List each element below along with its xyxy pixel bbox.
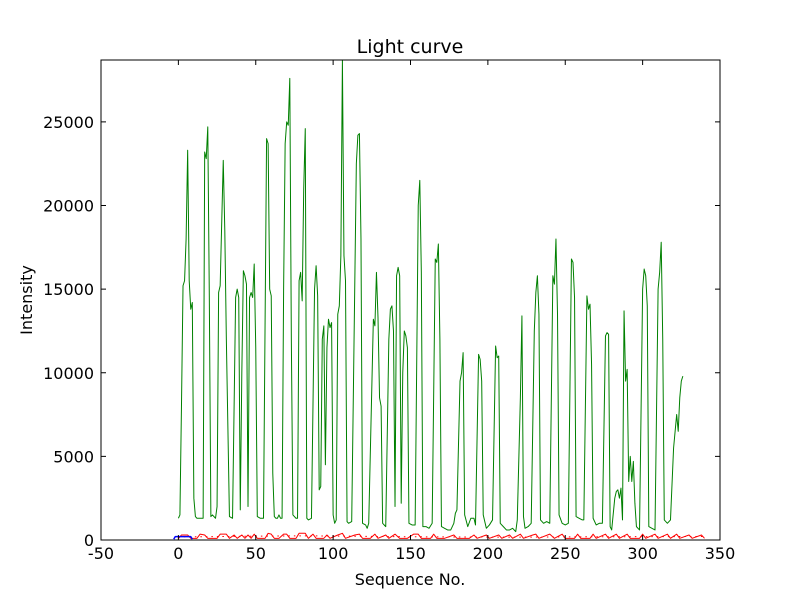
x-tick-label: 250 [550,544,581,563]
x-tick-label: 150 [395,544,426,563]
x-axis-ticks: -50 0 50 100 150 200 250 300 350 [88,60,735,563]
chart-title: Light curve [357,36,464,58]
series-line-2 [178,535,705,538]
x-tick-label: -50 [88,544,114,563]
x-tick-label: 300 [627,544,658,563]
x-axis-label: Sequence No. [355,570,466,589]
y-tick-label: 10000 [43,364,94,383]
x-tick-label: 100 [318,544,349,563]
series-line-3 [173,535,193,540]
series-line-0 [177,59,684,533]
x-tick-label: 350 [705,544,736,563]
y-tick-label: 15000 [43,280,94,299]
y-tick-label: 0 [84,531,94,550]
y-tick-label: 5000 [53,447,94,466]
y-tick-label: 25000 [43,113,94,132]
x-tick-label: 200 [473,544,504,563]
plot-series-group [173,59,705,540]
y-axis-ticks: 0 5000 10000 15000 20000 25000 [43,113,720,550]
x-tick-label: 0 [173,544,183,563]
series-line-1 [177,532,705,539]
x-tick-label: 50 [246,544,266,563]
y-tick-label: 20000 [43,197,94,216]
y-axis-label: Intensity [17,265,36,335]
